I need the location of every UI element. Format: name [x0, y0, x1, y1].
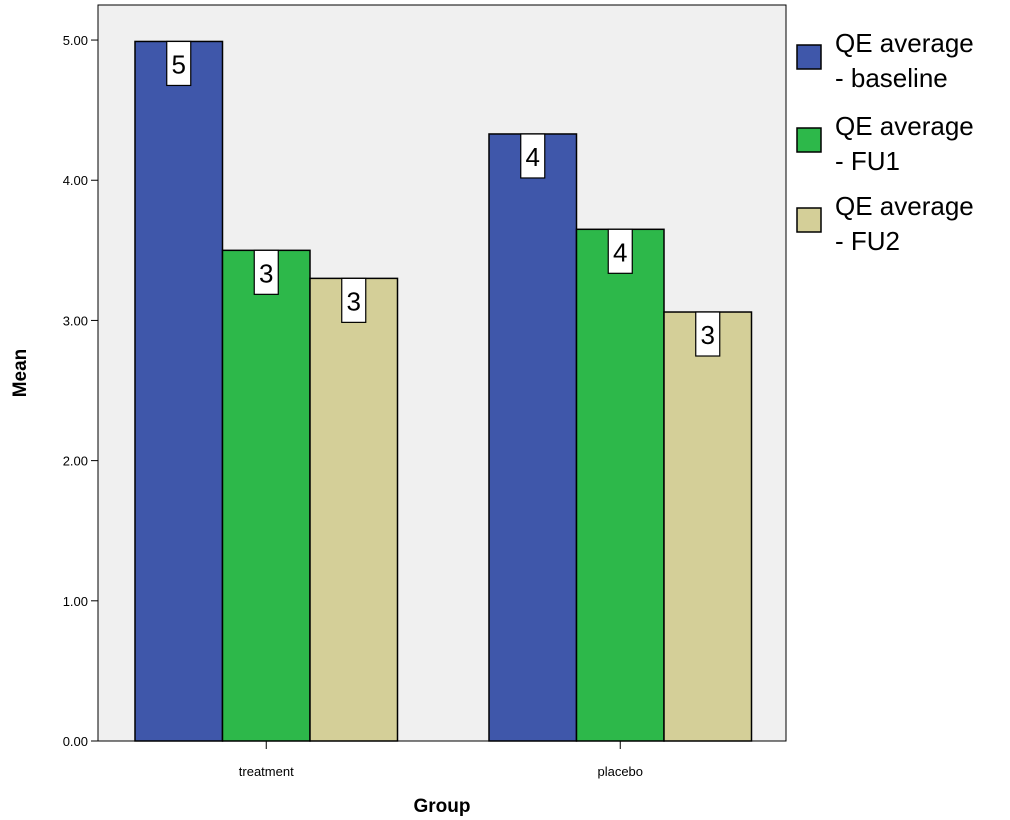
data-label: 3	[259, 258, 273, 288]
data-labels: 5 3 3 4 4 3	[166, 40, 721, 357]
data-label: 5	[172, 49, 186, 79]
y-axis: 0.00 1.00 2.00 3.00 4.00 5.00	[63, 33, 98, 749]
x-tick-label-treatment: treatment	[239, 764, 294, 779]
legend-label-3: - FU2	[835, 226, 900, 256]
y-tick-label: 5.00	[63, 33, 88, 48]
x-tick-label-placebo: placebo	[597, 764, 643, 779]
y-tick-label: 1.00	[63, 594, 88, 609]
data-label-box	[253, 249, 279, 295]
bar-placebo-1	[488, 133, 578, 742]
y-axis-title: Mean	[10, 349, 31, 398]
data-label-box	[607, 228, 633, 274]
x-axis-title: Group	[414, 796, 471, 817]
legend-label-2: - FU1	[835, 146, 900, 176]
bar-treatment-1	[134, 40, 224, 742]
data-label-box	[695, 311, 721, 357]
y-tick-label: 4.00	[63, 173, 88, 188]
data-label: 4	[526, 142, 540, 172]
bars	[134, 40, 753, 742]
data-label: 4	[613, 237, 627, 267]
legend-swatch-2	[796, 127, 822, 153]
bar-treatment-3	[309, 277, 399, 742]
y-tick-label: 2.00	[63, 454, 88, 469]
legend-label-1: QE average	[835, 28, 974, 58]
legend: QE average - baseline QE average - FU1 QE av…	[796, 28, 974, 256]
bar-placebo-2	[575, 228, 665, 742]
x-axis: treatment placebo	[239, 741, 643, 779]
data-label: 3	[347, 286, 361, 316]
y-tick-label: 0.00	[63, 734, 88, 749]
data-label-box	[166, 40, 192, 87]
bar-placebo-3	[663, 311, 753, 742]
y-tick-label: 3.00	[63, 313, 88, 328]
data-label-box	[341, 277, 367, 323]
legend-label-1: - baseline	[835, 63, 948, 93]
legend-swatch-3	[796, 207, 822, 233]
legend-label-3: QE average	[835, 191, 974, 221]
data-label: 3	[701, 320, 715, 350]
bar-treatment-2	[221, 249, 311, 742]
legend-label-2: QE average	[835, 111, 974, 141]
data-label-box	[520, 133, 546, 179]
legend-swatch-1	[796, 44, 822, 70]
